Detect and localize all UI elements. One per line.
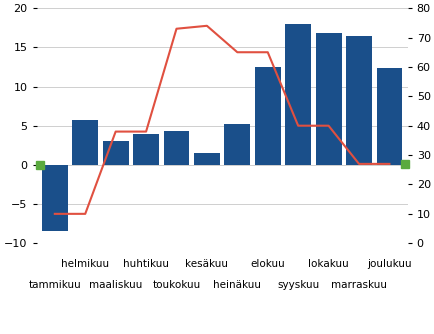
Text: marraskuu: marraskuu [330, 280, 386, 290]
Bar [163, 131, 189, 165]
Bar [376, 68, 401, 165]
Text: maaliskuu: maaliskuu [89, 280, 142, 290]
Text: joulukuu: joulukuu [366, 259, 411, 269]
Bar [285, 24, 310, 165]
Text: kesäkuu: kesäkuu [185, 259, 228, 269]
Text: heinäkuu: heinäkuu [213, 280, 261, 290]
Bar [133, 134, 159, 165]
Text: elokuu: elokuu [250, 259, 284, 269]
Bar [345, 36, 371, 165]
Bar [102, 141, 128, 165]
Text: toukokuu: toukokuu [152, 280, 200, 290]
Text: huhtikuu: huhtikuu [123, 259, 169, 269]
Bar [194, 153, 219, 165]
Bar [72, 120, 98, 165]
Bar [315, 33, 341, 165]
Bar [42, 165, 68, 231]
Bar [224, 124, 250, 165]
Bar [254, 67, 280, 165]
Text: tammikuu: tammikuu [28, 280, 81, 290]
Text: helmikuu: helmikuu [61, 259, 109, 269]
Text: syyskuu: syyskuu [276, 280, 319, 290]
Text: lokakuu: lokakuu [308, 259, 348, 269]
